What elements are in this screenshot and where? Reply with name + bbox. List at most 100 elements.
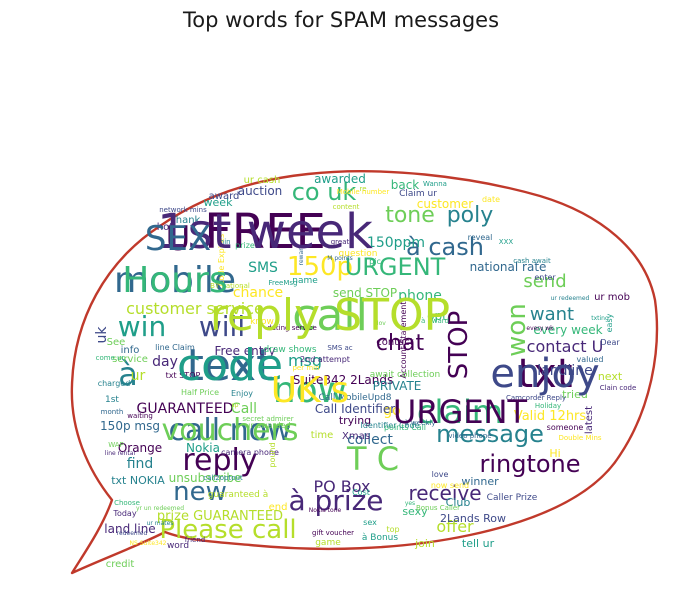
word-txt: txt bbox=[517, 351, 572, 397]
word-2nd-attempt: 2nd attempt bbox=[300, 355, 350, 364]
word-word: word bbox=[167, 541, 189, 551]
word-credit: credit bbox=[106, 559, 135, 570]
word-land-line: land line bbox=[104, 522, 155, 536]
word-customer: customer bbox=[417, 197, 474, 211]
word-hot: hot bbox=[157, 222, 173, 233]
word-award: award bbox=[209, 191, 240, 202]
word-ur: ur bbox=[131, 368, 146, 384]
word-xxx: XXX bbox=[499, 238, 514, 246]
word-back: back bbox=[391, 178, 420, 192]
word-phone: phone bbox=[398, 288, 442, 304]
word-wanna: Wanna bbox=[423, 180, 447, 188]
speech-bubble-outline bbox=[70, 170, 659, 575]
word-cash: à cash bbox=[406, 233, 484, 261]
word-t-c: T C bbox=[346, 440, 399, 478]
word-150p-msg: 150p msg bbox=[100, 419, 160, 433]
word-ringtone: ringtone bbox=[479, 450, 580, 478]
word-yes: yes bbox=[405, 500, 415, 507]
word-points-call: points Call bbox=[384, 423, 426, 432]
word-call: call bbox=[292, 290, 368, 341]
word-150p: 150p bbox=[287, 252, 353, 282]
word-holiday: Holiday bbox=[535, 402, 561, 410]
word-receive: receive bbox=[408, 481, 481, 505]
word-call: Call bbox=[231, 401, 257, 417]
word-month: month bbox=[101, 408, 124, 416]
word-now: now bbox=[273, 370, 347, 411]
word-bonus: à Bonus bbox=[362, 533, 398, 543]
word-bt-national: BT national bbox=[210, 282, 250, 290]
word-charged: charged bbox=[98, 379, 131, 388]
word-line-rental: line rental bbox=[105, 450, 136, 457]
word-txt-nokia: txt NOKIA bbox=[111, 474, 165, 487]
word-cost: Cost bbox=[352, 488, 370, 497]
word-dear: Dear bbox=[600, 338, 620, 347]
word-know: know bbox=[250, 317, 274, 327]
word-orange: Orange bbox=[118, 441, 162, 455]
word-next: next bbox=[598, 370, 623, 383]
word-time: time bbox=[311, 430, 334, 441]
word-call-identifier: Call Identifier bbox=[315, 402, 395, 416]
word-contact-u: contact U bbox=[527, 337, 604, 356]
word-enter: enter bbox=[534, 273, 556, 282]
word-freemsg: FreeMsg bbox=[269, 279, 298, 287]
word-ur-awarded: ur awarded bbox=[245, 421, 290, 430]
word-reply-stop: reply STOP bbox=[210, 290, 450, 341]
word-date: date bbox=[482, 195, 500, 204]
word-see: See bbox=[107, 337, 126, 348]
word-private: PRIVATE bbox=[373, 379, 422, 393]
word-customer-service: customer service bbox=[126, 299, 264, 318]
word-will: will bbox=[199, 310, 245, 343]
word-find: find bbox=[127, 456, 154, 472]
word-name: name bbox=[292, 276, 318, 286]
word-waiting: waiting bbox=[127, 412, 153, 420]
word-reveal: reveal bbox=[468, 233, 493, 242]
word-choose: Choose bbox=[114, 499, 140, 507]
word-urgent: URGENT bbox=[393, 393, 528, 431]
word-call2optout: call2optout bbox=[203, 474, 243, 482]
word-: à bbox=[118, 355, 138, 393]
word-2lands-row: 2Lands Row bbox=[440, 512, 506, 525]
word-come-ur: come ur bbox=[96, 354, 125, 362]
word-poly: poly bbox=[447, 203, 494, 228]
word-won: won bbox=[502, 303, 532, 357]
word-day: day bbox=[152, 354, 178, 370]
word-stop: STOP bbox=[444, 311, 474, 380]
word-awarded: awarded bbox=[314, 172, 366, 186]
word-friend: friend bbox=[185, 536, 205, 544]
word-account-statement: Account Statement bbox=[399, 302, 408, 379]
word-nokia: Nokia bbox=[186, 441, 220, 455]
word-win: win bbox=[118, 310, 166, 343]
word-content: content bbox=[333, 203, 360, 211]
word-mobile-number: Mobile number bbox=[337, 188, 390, 196]
word-send: send bbox=[523, 271, 566, 292]
word-want: want bbox=[530, 304, 574, 325]
word-ur-mates: ur mates bbox=[147, 520, 174, 527]
word-camcorder-reply: Camcorder Reply bbox=[506, 394, 566, 402]
word-claim: claim bbox=[417, 393, 503, 431]
word-every-wk: every wk bbox=[526, 325, 554, 332]
word-national-rate: national rate bbox=[470, 260, 547, 274]
word-send-stop: send STOP bbox=[333, 286, 397, 300]
word-go: go bbox=[383, 403, 400, 419]
word-video-phone: video phone bbox=[448, 432, 491, 440]
word-clain-code: Clain code bbox=[600, 384, 637, 392]
word-line-claim: line Claim bbox=[155, 343, 195, 352]
word-free-entry: Free entry bbox=[214, 344, 275, 358]
word-chat: chat bbox=[376, 331, 425, 356]
word-sms-ac: SMS ac bbox=[327, 344, 352, 352]
word-game: game bbox=[315, 538, 341, 548]
word-txt-stop: txt STOP bbox=[166, 371, 201, 380]
word-love: love bbox=[432, 470, 449, 479]
word-message: message bbox=[436, 420, 544, 448]
word-camera-phone: camera phone bbox=[221, 448, 279, 457]
word-gift-voucher: gift voucher bbox=[312, 529, 354, 537]
word-half-price: Half Price bbox=[181, 388, 219, 397]
word-enjoy: Enjoy bbox=[231, 389, 253, 398]
word-re: re bbox=[359, 185, 366, 193]
word-bonus-caller: Bonus Caller bbox=[416, 504, 460, 512]
word-great: great bbox=[331, 238, 350, 246]
word-draw-shows: draw shows bbox=[263, 345, 316, 355]
word-vouchers: vouchers bbox=[161, 413, 298, 448]
word-sex: SEX bbox=[145, 219, 211, 259]
